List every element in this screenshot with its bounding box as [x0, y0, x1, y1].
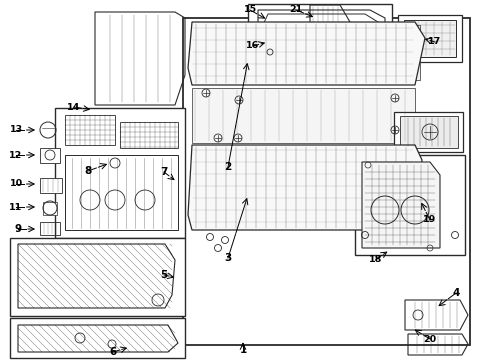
Bar [364, 175, 429, 242]
Text: 5: 5 [160, 270, 167, 280]
Bar [40, 148, 60, 163]
Text: 7: 7 [160, 167, 167, 177]
Polygon shape [187, 145, 421, 230]
Bar [65, 115, 115, 145]
Text: 6: 6 [109, 347, 116, 357]
Text: 10: 10 [9, 180, 22, 189]
Polygon shape [361, 162, 439, 248]
Text: 13: 13 [9, 126, 22, 135]
Bar [183, 18, 469, 345]
Text: 17: 17 [427, 37, 441, 46]
Text: 9: 9 [15, 224, 21, 234]
Bar [393, 112, 462, 152]
Text: 3: 3 [224, 253, 231, 263]
Bar [120, 122, 178, 148]
Text: 14: 14 [67, 103, 81, 112]
Bar [55, 108, 184, 238]
Bar [43, 202, 57, 215]
Text: 21: 21 [289, 5, 302, 14]
Bar [247, 4, 391, 62]
Polygon shape [187, 22, 424, 85]
Text: 12: 12 [9, 150, 22, 159]
Bar [379, 25, 419, 80]
Text: 15: 15 [243, 5, 256, 14]
Bar [65, 155, 178, 230]
Text: 4: 4 [451, 288, 459, 298]
Text: 8: 8 [84, 166, 91, 176]
Bar [397, 15, 461, 62]
Bar [192, 88, 414, 143]
Bar [354, 155, 464, 255]
Text: 1: 1 [239, 345, 246, 355]
Text: 18: 18 [368, 255, 382, 264]
Bar [40, 178, 62, 193]
Bar [10, 318, 184, 358]
Text: 16: 16 [246, 41, 259, 50]
Bar [403, 20, 455, 57]
Bar [399, 116, 457, 148]
Text: 11: 11 [9, 202, 22, 211]
Text: 19: 19 [423, 216, 436, 225]
Bar [10, 238, 184, 316]
Text: 20: 20 [423, 334, 436, 343]
Text: 2: 2 [224, 162, 231, 172]
